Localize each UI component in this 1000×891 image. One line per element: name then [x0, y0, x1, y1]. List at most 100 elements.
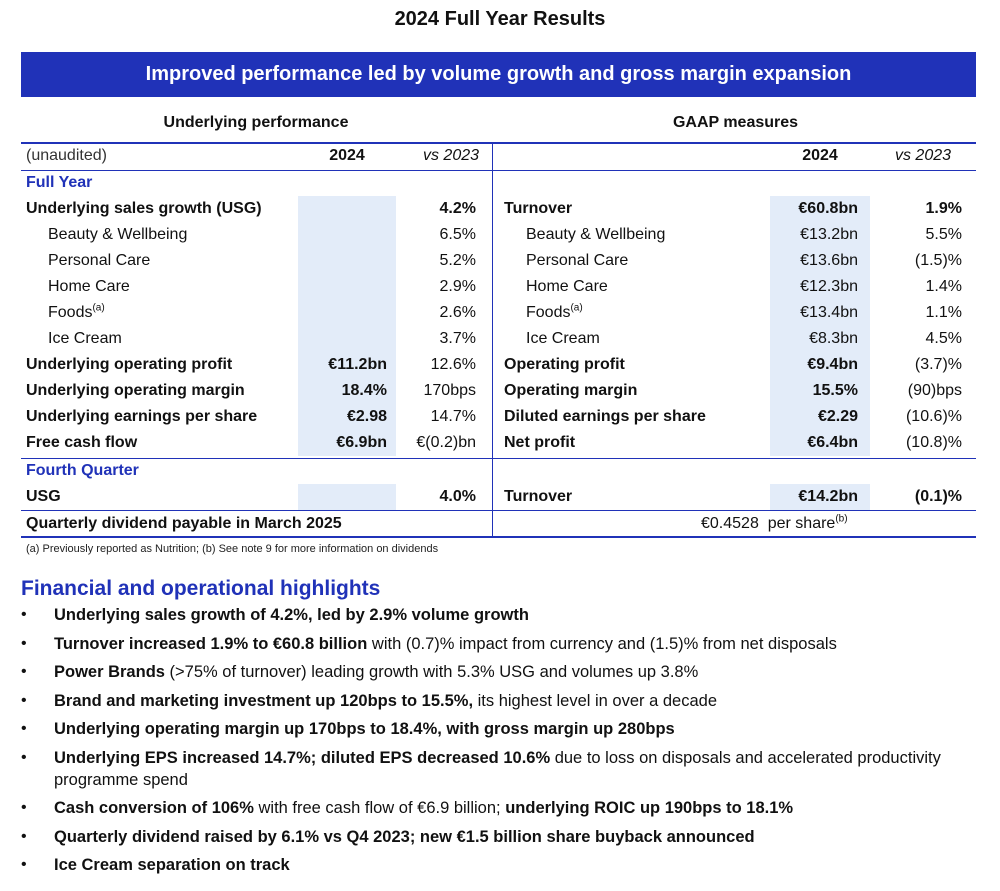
q4-right-vs2023: (0.1)% — [914, 488, 962, 505]
row-right-label-text: Foods — [526, 304, 571, 321]
q4-right-label: Turnover — [504, 488, 573, 505]
row-right-vs2023: (10.8)% — [873, 430, 962, 456]
highlight-text: (>75% of turnover) leading growth with 5… — [164, 663, 699, 681]
dividend-footnote-ref: (b) — [835, 513, 848, 525]
row-left-vs2023-text: 2.9% — [439, 278, 476, 295]
section-fourth-quarter: Fourth Quarter — [26, 462, 139, 479]
row-right-label-text: Diluted earnings per share — [504, 408, 706, 425]
column-header-divider — [21, 170, 976, 171]
highlight-text: Turnover increased 1.9% to €60.8 billion — [54, 634, 368, 653]
right-2024-column-shade — [770, 196, 870, 456]
left-q4-2024-shade — [298, 484, 396, 510]
highlight-item: • Turnover increased 1.9% to €60.8 billio… — [21, 633, 981, 655]
bullet-icon: • — [21, 634, 27, 652]
row-left-2024-text: 18.4% — [341, 382, 387, 399]
row-left-vs2023-text: €(0.2)bn — [416, 434, 476, 451]
row-left-2024-text: €11.2bn — [328, 356, 387, 373]
row-right-label: Personal Care — [526, 248, 628, 274]
q4-right-2024: €14.2bn — [798, 488, 858, 505]
bullet-icon: • — [21, 606, 27, 623]
table-bottom-border — [21, 536, 976, 538]
row-right-2024-text: 15.5% — [812, 382, 858, 399]
headline-banner: Improved performance led by volume growt… — [21, 52, 976, 97]
row-left-2024: 18.4% — [298, 378, 387, 404]
row-right-vs2023-text: (1.5)% — [914, 252, 962, 269]
right-q4-2024-shade — [770, 484, 870, 510]
row-right-label: Ice Cream — [526, 326, 600, 352]
row-left-label: Personal Care — [48, 248, 150, 274]
table-center-divider — [492, 142, 493, 537]
page-title: 2024 Full Year Results — [394, 8, 606, 30]
highlight-text: Power Brands — [54, 663, 165, 681]
highlights-list: • Underlying sales growth of 4.2%, led by… — [21, 604, 981, 883]
row-right-label: Net profit — [504, 430, 575, 456]
row-left-label-footnote-ref: (a) — [92, 302, 105, 314]
row-left-label-text: Beauty & Wellbeing — [48, 226, 188, 243]
q4-divider — [21, 458, 976, 459]
row-right-label-text: Turnover — [504, 200, 573, 217]
row-right-label-text: Net profit — [504, 434, 576, 451]
row-right-2024: €13.2bn — [770, 222, 858, 248]
row-left-vs2023: 2.6% — [396, 300, 476, 326]
row-right-2024: €12.3bn — [770, 274, 858, 300]
row-left-2024: €11.2bn — [298, 352, 387, 378]
row-right-label-footnote-ref: (a) — [570, 302, 583, 314]
row-right-label: Beauty & Wellbeing — [526, 222, 665, 248]
highlight-item: • Brand and marketing investment up 120bp… — [21, 690, 981, 712]
row-left-label-text: Underlying operating margin — [26, 382, 245, 399]
row-right-vs2023: 1.9% — [873, 196, 962, 222]
row-right-2024: €13.4bn — [770, 300, 858, 326]
highlight-item: • Underlying operating margin up 170bps t… — [21, 718, 981, 740]
row-right-2024: €60.8bn — [770, 196, 858, 222]
highlight-text: due to loss on disposals and accelerated… — [54, 748, 941, 789]
row-left-label: Underlying operating profit — [26, 352, 232, 378]
row-left-2024: €6.9bn — [298, 430, 387, 456]
row-right-2024: €8.3bn — [770, 326, 858, 352]
bullet-icon: • — [21, 748, 27, 766]
highlight-text: Underlying sales growth of 4.2%, led by … — [54, 606, 529, 624]
row-left-2024 — [298, 300, 387, 326]
row-right-label: Foods(a) — [526, 300, 583, 326]
row-left-vs2023: 2.9% — [396, 274, 476, 300]
highlight-text: Cash conversion of 106% — [54, 799, 254, 817]
bullet-icon: • — [21, 827, 27, 845]
highlight-text: with (0.7)% impact from currency and (1.… — [367, 634, 837, 653]
row-right-vs2023: (10.6)% — [873, 404, 962, 430]
row-right-vs2023-text: 1.1% — [925, 304, 962, 321]
highlights-title: Financial and operational highlights — [21, 577, 381, 600]
row-left-2024-text: €2.98 — [346, 408, 387, 425]
row-left-2024 — [298, 222, 387, 248]
row-left-vs2023-text: 2.6% — [439, 304, 476, 321]
row-right-2024-text: €13.2bn — [800, 226, 858, 243]
row-left-vs2023-text: 4.2% — [439, 200, 476, 217]
dividend-suffix: per share — [767, 515, 836, 532]
row-right-vs2023-text: 4.5% — [925, 330, 962, 347]
row-left-label: Beauty & Wellbeing — [48, 222, 187, 248]
row-right-2024: 15.5% — [770, 378, 858, 404]
row-left-vs2023-text: 6.5% — [439, 226, 476, 243]
q4-left-vs2023: 4.0% — [439, 488, 476, 505]
row-left-label: Ice Cream — [48, 326, 122, 352]
highlight-text: underlying ROIC up 190bps to 18.1% — [505, 799, 794, 817]
left-vs2023-header: vs 2023 — [422, 147, 480, 164]
row-right-label-text: Operating profit — [504, 356, 625, 373]
row-left-vs2023-text: 3.7% — [439, 330, 476, 347]
row-left-vs2023: 6.5% — [396, 222, 476, 248]
row-right-2024-text: €9.4bn — [807, 356, 858, 373]
row-left-label-text: Free cash flow — [26, 434, 138, 451]
row-left-2024: €2.98 — [298, 404, 387, 430]
row-right-vs2023-text: 5.5% — [925, 226, 962, 243]
highlight-text: its highest level in over a decade — [473, 691, 718, 710]
bullet-icon: • — [21, 691, 27, 709]
unaudited-label: (unaudited) — [26, 147, 107, 164]
dividend-divider — [21, 510, 976, 511]
row-right-label: Operating profit — [504, 352, 625, 378]
highlight-item: • Underlying sales growth of 4.2%, led by… — [21, 604, 981, 626]
row-right-label-text: Ice Cream — [526, 330, 600, 347]
row-right-2024-text: €2.29 — [817, 408, 858, 425]
underlying-performance-header: Underlying performance — [163, 114, 349, 131]
row-right-2024: €2.29 — [770, 404, 858, 430]
highlight-item: • Underlying EPS increased 14.7%; diluted… — [21, 747, 981, 791]
row-right-vs2023-text: 1.9% — [925, 200, 962, 217]
dividend-value: €0.4528 per share(b) — [701, 511, 848, 537]
